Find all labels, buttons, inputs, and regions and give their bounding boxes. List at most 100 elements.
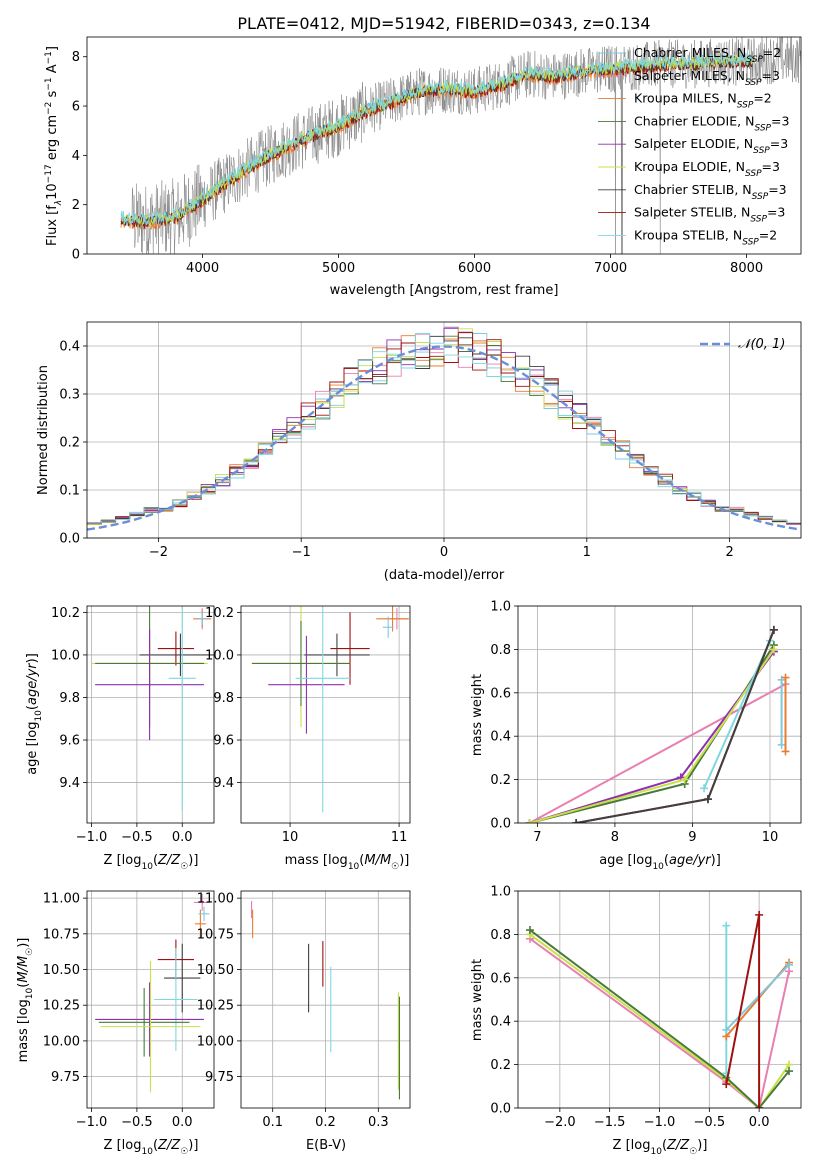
axes-frame [86, 36, 802, 255]
label-part: −2 [44, 102, 54, 115]
x-axis-label: Z [log10(Z/Z☉)] [104, 1138, 199, 1157]
label-part: erg cm [45, 115, 60, 164]
label-part: =2 [759, 227, 777, 242]
series-chabrier-stelib-marker [572, 819, 581, 823]
panels: 4000 5000 6000 7000 8000 0 2 4 6 8 Chabrier MILES,… [16, 36, 802, 1157]
label-part: ( [153, 1138, 158, 1153]
label-part: ☉ [25, 948, 35, 956]
series-chabrier-miles-marker [722, 1025, 731, 1034]
x-tick-label: 0.1 [262, 1115, 283, 1130]
label-part: ☉ [180, 862, 188, 872]
y-tick-label: 0.3 [59, 388, 80, 403]
label-part: ☉ [391, 862, 399, 872]
series-chabrier-elodie-marker [785, 1067, 794, 1076]
series-chabrier-miles-line [725, 964, 790, 1031]
series-kroupa-stelib-marker [700, 784, 709, 793]
series-chabrier-stelib-line [576, 629, 775, 823]
label-part: =3 [767, 205, 785, 220]
label-part: A [45, 64, 60, 77]
label-part: M/M [364, 853, 391, 868]
label-part: −1 [44, 51, 54, 64]
label-part: M/M [16, 956, 31, 983]
model-spectrum-kroupa-elodie [120, 54, 754, 228]
y-axis-label: Normed distribution [36, 365, 51, 495]
label-part: )] [697, 1138, 707, 1153]
label-part: SSP [737, 101, 754, 111]
label-part: =2 [753, 91, 771, 106]
label-part: Salpeter ELODIE, N [634, 136, 753, 151]
label-part: 10 [650, 1147, 662, 1157]
label-part: −1 [44, 77, 54, 90]
label-part: =3 [762, 159, 780, 174]
y-tick-label: 0 [72, 248, 80, 263]
plot-area [87, 326, 801, 531]
legend-label: Salpeter MILES, NSSP=3 [634, 68, 780, 88]
x-tick-label: −0.5 [121, 1115, 153, 1130]
label-part: λ [54, 200, 64, 206]
series-salpeter-elodie-line [529, 651, 775, 823]
series-salpeter-stelib-line [576, 629, 775, 823]
x-tick-label: 0.0 [172, 1115, 193, 1130]
label-part: ☉ [180, 1147, 188, 1157]
y-tick-label: 0.8 [490, 643, 511, 658]
y-tick-label: 10.00 [197, 1034, 234, 1049]
y-tick-label: 10.25 [43, 999, 80, 1014]
label-part: ( [664, 853, 669, 868]
series-chabrier-elodie-marker [525, 926, 534, 935]
label-part: )] [711, 853, 721, 868]
y-tick-label: 11.00 [43, 892, 80, 907]
panel-residuals: −2 −1 0 1 2 0.0 0.1 0.2 0.3 0.4 𝒩(0, 1) (data-model… [36, 321, 802, 583]
x-axis-label: E(B-V) [306, 1138, 346, 1153]
series-kroupa-miles-marker [781, 673, 790, 682]
plot-area [525, 625, 790, 823]
series-kroupa-stelib-line [703, 640, 771, 789]
x-axis-label: (data-model)/error [384, 568, 505, 583]
series-chabrier-miles-marker [785, 960, 794, 969]
y-tick-label: 9.8 [213, 691, 234, 706]
label-part: SSP [745, 78, 762, 88]
label-part: Chabrier MILES, N [634, 45, 746, 60]
y-tick-label: 0.4 [490, 1015, 511, 1030]
label-part: mass [log [16, 999, 31, 1062]
label-part: SSP [746, 55, 763, 65]
x-tick-label: −1.0 [644, 1115, 676, 1130]
legend-label: Kroupa ELODIE, NSSP=3 [634, 159, 780, 179]
label-part: ( [16, 983, 31, 988]
y-tick-label: 10.0 [205, 648, 234, 663]
plot-area [91, 606, 214, 811]
x-tick-label: 0.0 [172, 830, 193, 845]
label-part: Salpeter STELIB, N [634, 205, 750, 220]
label-part: SSP [752, 192, 769, 202]
label-part: 10 [34, 710, 44, 722]
y-tick-label: 0.4 [490, 730, 511, 745]
panel-mass-weight-vs-Z: −2.0 −1.5 −1.0 −0.5 0.0 0.0 0.2 0.4 0.6 0.8 1.0 Z [… [470, 885, 802, 1157]
series-kroupa-miles-marker [781, 747, 790, 756]
label-part: Kroupa ELODIE, N [634, 159, 745, 174]
series-kroupa-stelib-marker [722, 921, 731, 930]
plot-area [120, 37, 801, 254]
plot-area [251, 900, 400, 1100]
y-tick-label: 10.50 [43, 963, 80, 978]
label-part: =3 [771, 113, 789, 128]
y-tick-label: 10.2 [51, 606, 80, 621]
label-part: =3 [762, 68, 780, 83]
model-spectrum-kroupa-stelib [120, 52, 754, 226]
y-tick-label: 0.0 [490, 1102, 511, 1117]
label-part: 10 [45, 183, 60, 200]
legend-label: Kroupa MILES, NSSP=2 [634, 91, 772, 111]
series-kroupa-elodie-marker [769, 645, 778, 654]
x-axis-label: mass [log10(M/M☉)] [285, 853, 410, 872]
figure-title: PLATE=0412, MJD=51942, FIBERID=0343, z=0… [237, 14, 650, 33]
series-chabrier-elodie-line [529, 929, 790, 1108]
y-tick-label: 1.0 [490, 600, 511, 615]
x-tick-label: 8000 [730, 261, 763, 276]
panel-age-vs-Z: −1.0 −0.5 0.09.49.69.810.010.2Z [log10(Z/Z… [25, 605, 215, 872]
label-part: age/yr [25, 662, 40, 705]
y-tick-label: 9.8 [59, 691, 80, 706]
x-axis-label: Z [log10(Z/Z☉)] [104, 853, 199, 872]
label-part: wavelength [Angstrom, rest frame] [330, 283, 559, 298]
y-tick-label: 0.1 [59, 484, 80, 499]
